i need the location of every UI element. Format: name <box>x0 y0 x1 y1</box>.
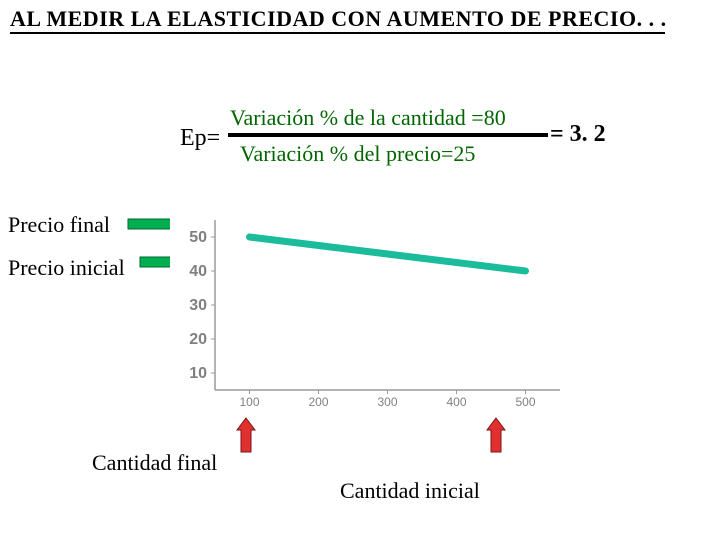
svg-text:200: 200 <box>308 395 328 409</box>
ep-equals: Ep= <box>180 125 220 152</box>
title-underline <box>10 32 665 34</box>
formula-result: = 3. 2 <box>550 121 606 148</box>
svg-text:400: 400 <box>446 395 466 409</box>
fraction-denominator: Variación % del precio=25 <box>240 141 475 167</box>
svg-text:300: 300 <box>377 395 397 409</box>
svg-text:100: 100 <box>239 395 259 409</box>
label-precio-inicial: Precio inicial <box>8 255 125 281</box>
fraction-numerator: Variación % de la cantidad =80 <box>230 105 506 131</box>
formula-block: Ep= Variación % de la cantidad =80 Varia… <box>180 105 640 175</box>
svg-text:40: 40 <box>189 263 207 280</box>
label-cantidad-final: Cantidad final <box>92 450 217 476</box>
label-precio-final: Precio final <box>8 212 110 238</box>
svg-text:30: 30 <box>189 297 207 314</box>
label-cantidad-inicial: Cantidad inicial <box>340 478 480 504</box>
svg-text:50: 50 <box>189 229 207 246</box>
svg-text:500: 500 <box>515 395 535 409</box>
elasticity-chart: 10 20 30 40 50 100 200 300 400 500 <box>170 210 570 420</box>
svg-text:10: 10 <box>189 365 207 382</box>
fraction-line <box>228 133 548 137</box>
svg-text:20: 20 <box>189 331 207 348</box>
page-title: AL MEDIR LA ELASTICIDAD CON AUMENTO DE P… <box>10 6 667 32</box>
